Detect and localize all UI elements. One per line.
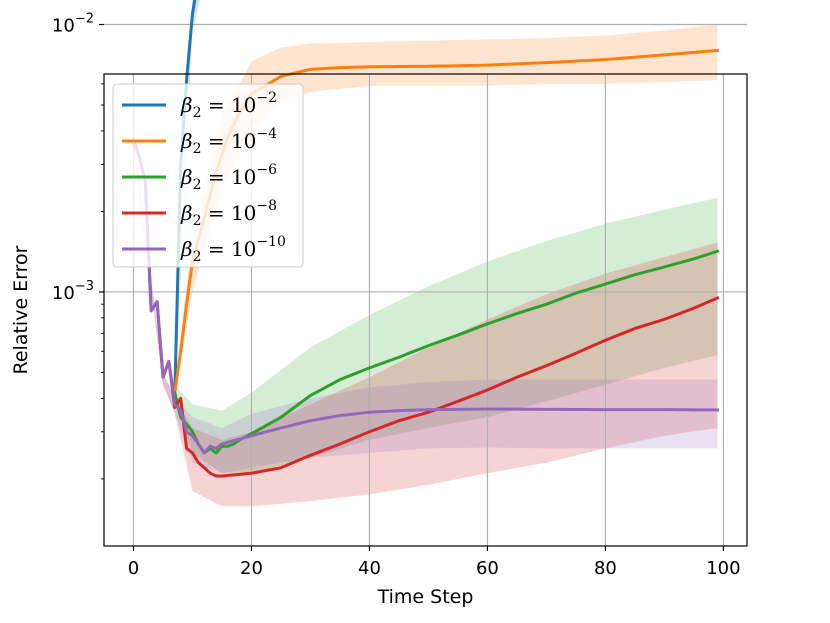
legend-label-2: β2 = 10−4 — [180, 126, 277, 157]
line-series-4 — [131, 138, 720, 478]
x-tick-label-1: 20 — [240, 558, 263, 579]
band-series-2 — [174, 24, 718, 399]
x-tick-label-5: 100 — [706, 558, 740, 579]
legend-label-1: β2 = 10−2 — [180, 90, 277, 121]
confidence-bands — [133, 0, 718, 507]
band-series-4 — [133, 136, 718, 507]
legend-box — [112, 83, 304, 268]
axis-ticks: 0 20 40 60 80 100 10−3 10−2 — [52, 12, 741, 579]
legend-label-5: β2 = 10−10 — [180, 234, 286, 265]
line-series-5 — [131, 141, 720, 455]
band-series-3 — [174, 197, 718, 474]
legend-label-3: β2 = 10−6 — [180, 162, 277, 193]
x-tick-label-2: 40 — [358, 558, 381, 579]
y-tick-label-1: 10−2 — [52, 12, 94, 37]
y-axis-label: Relative Error — [10, 245, 32, 374]
x-tick-label-4: 80 — [594, 558, 617, 579]
legend-label-4: β2 = 10−8 — [180, 198, 277, 229]
y-tick-label-0: 10−3 — [52, 279, 94, 304]
x-axis-label: Time Step — [377, 586, 474, 608]
legend: β2 = 10−2 β2 = 10−4 β2 = 10−6 β2 = 10−8 β2 =… — [112, 83, 304, 268]
band-series-5 — [133, 140, 718, 474]
x-tick-label-3: 60 — [476, 558, 499, 579]
plot-frame — [103, 73, 748, 547]
line-series-3 — [172, 249, 720, 455]
x-tick-label-0: 0 — [128, 558, 139, 579]
